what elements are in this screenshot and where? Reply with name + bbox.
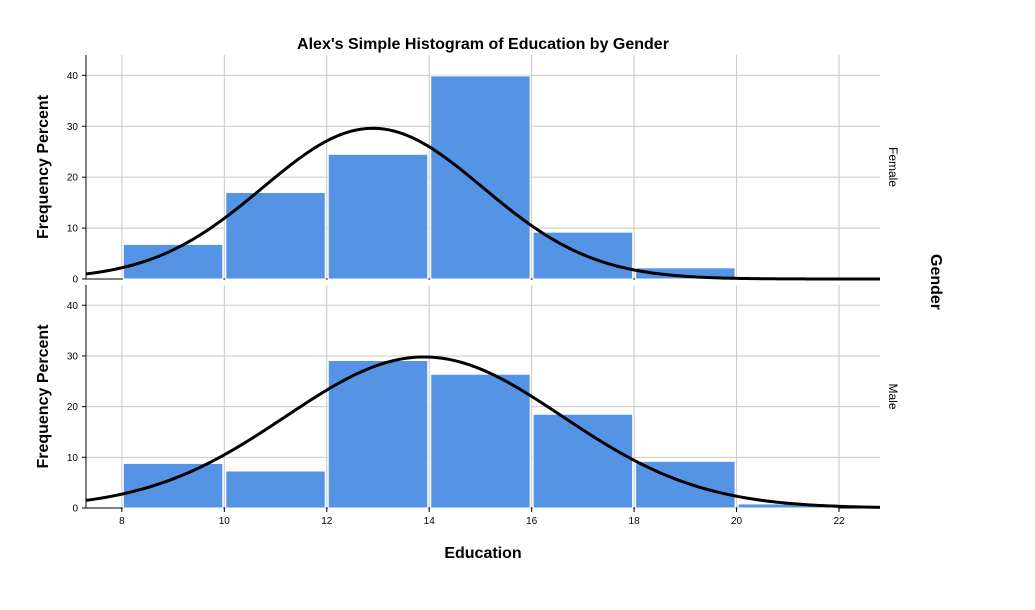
chart-panels: 0 10 20 30 40 Frequency Percent Female 0 10 20 30 4… xyxy=(35,55,900,515)
panel-male: 0 10 20 30 40 Frequency Percent Male xyxy=(35,285,900,515)
panel-label: Male xyxy=(886,383,900,409)
y-axis-title: Frequency Percent xyxy=(35,324,52,469)
histogram-bar xyxy=(225,191,326,280)
y-axis-title: Frequency Percent xyxy=(35,94,52,239)
histogram-bar xyxy=(635,267,736,280)
panel-variable-title: Gender xyxy=(927,254,944,310)
panel-label: Female xyxy=(886,147,900,187)
y-tick-label: 30 xyxy=(67,351,79,362)
histogram-bar xyxy=(225,470,326,509)
y-tick-label: 20 xyxy=(67,173,79,184)
y-tick-label: 10 xyxy=(67,224,79,235)
y-tick-label: 40 xyxy=(67,301,79,312)
y-tick-label: 30 xyxy=(67,122,79,133)
x-tick-label: 18 xyxy=(629,516,641,527)
y-tick-label: 40 xyxy=(67,71,79,82)
x-tick-label: 22 xyxy=(833,516,845,527)
histogram-bar xyxy=(430,373,531,509)
x-tick-label: 10 xyxy=(219,516,231,527)
histogram-bar xyxy=(122,462,224,509)
x-tick-label: 14 xyxy=(424,516,436,527)
y-tick-label: 0 xyxy=(72,275,78,286)
x-tick-label: 20 xyxy=(731,516,743,527)
x-tick-label: 16 xyxy=(526,516,538,527)
histogram-bar xyxy=(327,360,429,509)
histogram-bar xyxy=(430,75,531,280)
y-tick-label: 20 xyxy=(67,402,79,413)
chart-title: Alex's Simple Histogram of Education by … xyxy=(297,36,669,53)
normal-curve xyxy=(85,126,880,281)
x-tick-label: 8 xyxy=(119,516,125,527)
histogram-bar xyxy=(327,153,429,280)
panel-female: 0 10 20 30 40 Frequency Percent Female xyxy=(35,55,900,286)
y-tick-label: 0 xyxy=(72,504,78,515)
x-axis-title: Education xyxy=(444,545,521,562)
x-tick-label: 12 xyxy=(321,516,333,527)
x-axis-ticks: 8 10 12 14 16 18 20 22 xyxy=(119,508,845,527)
y-tick-label: 10 xyxy=(67,453,79,464)
normal-curve xyxy=(85,355,881,509)
